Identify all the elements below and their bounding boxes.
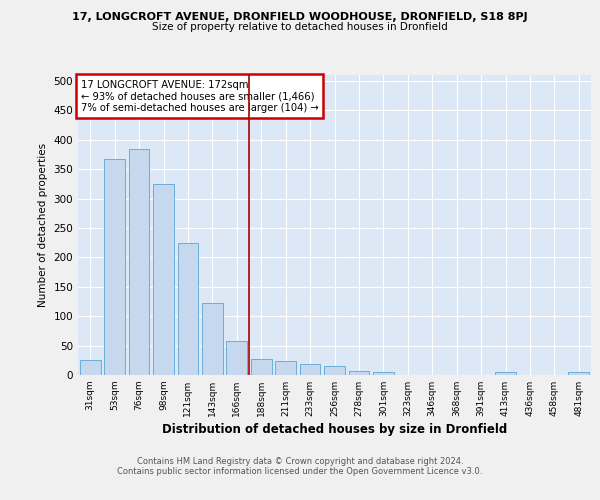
Y-axis label: Number of detached properties: Number of detached properties (38, 143, 48, 307)
Bar (495, 372, 516, 375)
Bar (80, 360, 101, 375)
Bar (178, 242, 199, 375)
Bar (104, 158, 125, 375)
Text: Contains HM Land Registry data © Crown copyright and database right 2024.: Contains HM Land Registry data © Crown c… (137, 458, 463, 466)
Bar (128, 149, 149, 375)
Bar (202, 303, 223, 375)
Bar (373, 372, 394, 375)
Bar (349, 372, 370, 375)
Text: Contains public sector information licensed under the Open Government Licence v3: Contains public sector information licen… (118, 468, 482, 476)
Bar (251, 359, 272, 375)
Bar (299, 364, 320, 375)
Bar (324, 366, 345, 375)
X-axis label: Distribution of detached houses by size in Dronfield: Distribution of detached houses by size … (162, 423, 507, 436)
Bar (568, 372, 589, 375)
Text: Size of property relative to detached houses in Dronfield: Size of property relative to detached ho… (152, 22, 448, 32)
Bar (153, 184, 174, 375)
Text: 17 LONGCROFT AVENUE: 172sqm
← 93% of detached houses are smaller (1,466)
7% of s: 17 LONGCROFT AVENUE: 172sqm ← 93% of det… (80, 80, 319, 112)
Bar (226, 341, 247, 375)
Text: 17, LONGCROFT AVENUE, DRONFIELD WOODHOUSE, DRONFIELD, S18 8PJ: 17, LONGCROFT AVENUE, DRONFIELD WOODHOUS… (72, 12, 528, 22)
Bar (275, 362, 296, 375)
